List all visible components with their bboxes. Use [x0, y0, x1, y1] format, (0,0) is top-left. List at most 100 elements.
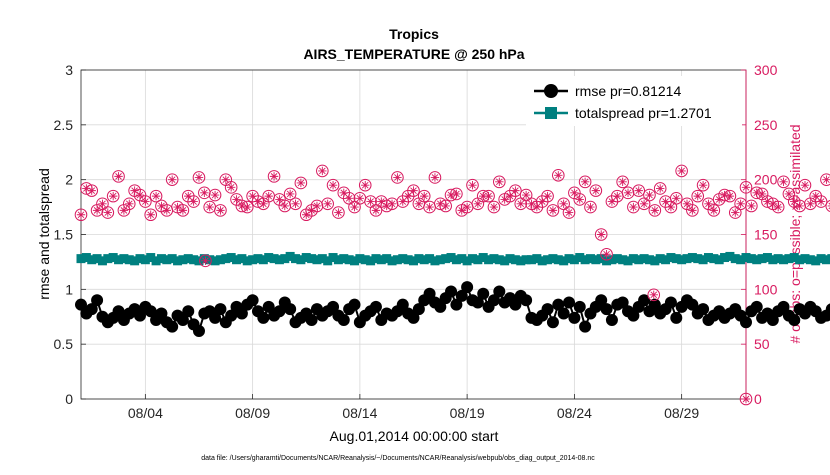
obs-count-point — [799, 179, 811, 191]
obs-count-point — [574, 194, 586, 206]
x-tick-label: 08/04 — [128, 405, 163, 421]
rmse-point — [751, 301, 763, 313]
obs-count-point — [123, 198, 135, 210]
obs-count-point — [386, 198, 398, 210]
x-tick-label: 08/24 — [557, 405, 592, 421]
obs-count-point — [778, 176, 790, 188]
rmse-point — [563, 296, 575, 308]
obs-count-point — [140, 196, 152, 208]
rmse-point — [461, 281, 473, 293]
obs-count-point — [413, 198, 425, 210]
obs-count-point — [805, 198, 817, 210]
obs-marker-on-rmse — [648, 289, 660, 301]
rmse-point — [542, 303, 554, 315]
obs-count-point — [295, 177, 307, 189]
obs-count-point — [166, 174, 178, 186]
y-right-tick-label: 300 — [754, 62, 778, 78]
legend-rmse-marker — [544, 84, 558, 98]
rmse-point — [193, 325, 205, 337]
rmse-point — [166, 321, 178, 333]
rmse-point — [601, 303, 613, 315]
obs-count-point — [601, 248, 613, 260]
obs-count-point — [649, 205, 661, 217]
obs-count-point — [746, 200, 758, 212]
obs-count-point — [97, 198, 109, 210]
obs-count-point — [365, 196, 377, 208]
obs-count-point — [392, 172, 404, 184]
obs-count-point — [193, 172, 205, 184]
obs-count-point — [75, 209, 87, 221]
x-axis-label: Aug.01,2014 00:00:00 start — [330, 428, 499, 444]
y-right-tick-label: 200 — [754, 172, 778, 188]
rmse-point — [493, 286, 505, 298]
obs-count-point — [102, 207, 114, 219]
rmse-point — [370, 301, 382, 313]
obs-count-point — [424, 201, 436, 213]
y-axis-left-label: rmse and totalspread — [36, 168, 52, 300]
obs-count-point — [794, 200, 806, 212]
obs-count-point — [644, 189, 656, 201]
rmse-point — [477, 288, 489, 300]
rmse-point — [568, 312, 580, 324]
obs-count-point — [617, 176, 629, 188]
obs-count-point — [188, 196, 200, 208]
obs-count-point — [327, 179, 339, 191]
legend-spread-marker — [545, 107, 557, 119]
obs-count-point — [113, 171, 125, 183]
obs-count-point — [654, 183, 666, 195]
obs-count-point — [772, 201, 784, 213]
obs-marker-on-spread — [200, 255, 212, 267]
obs-count-point — [359, 179, 371, 191]
obs-count-point — [461, 201, 473, 213]
obs-count-point — [467, 179, 479, 191]
obs-count-point — [692, 190, 704, 202]
obs-count-point — [451, 188, 463, 200]
y-left-tick-label: 2.5 — [54, 117, 74, 133]
obs-count-point — [708, 205, 720, 217]
obs-count-point — [418, 190, 430, 202]
obs-count-point — [220, 174, 232, 186]
obs-count-point — [488, 201, 500, 213]
legend-spread-label: totalspread pr=1.2701 — [575, 105, 712, 121]
obs-count-point — [333, 207, 345, 219]
rmse-point — [214, 303, 226, 315]
obs-count-point — [628, 201, 640, 213]
obs-count-point — [558, 198, 570, 210]
y-left-tick-label: 3 — [65, 62, 73, 78]
y-left-tick-label: 0.5 — [54, 336, 74, 352]
rmse-point — [579, 321, 591, 333]
obs-count-point — [729, 207, 741, 219]
rmse-point — [91, 294, 103, 306]
obs-count-point — [86, 185, 98, 197]
legend-rmse-label: rmse pr=0.81214 — [575, 83, 681, 99]
obs-count-point — [311, 200, 323, 212]
y-left-tick-label: 1.5 — [54, 227, 74, 243]
rmse-point — [788, 314, 800, 326]
obs-count-point — [322, 198, 334, 210]
obs-count-point — [354, 193, 366, 205]
obs-count-point — [611, 190, 623, 202]
obs-count-point — [595, 229, 607, 241]
x-tick-label: 08/29 — [664, 405, 699, 421]
obs-count-point — [510, 185, 522, 197]
obs-count-point — [563, 207, 575, 219]
obs-count-point — [676, 165, 688, 177]
rmse-point — [284, 303, 296, 315]
rmse-point — [547, 316, 559, 328]
y-right-tick-label: 250 — [754, 117, 778, 133]
obs-count-point — [279, 200, 291, 212]
obs-count-point — [370, 205, 382, 217]
chart-title-line1: Tropics — [389, 26, 439, 42]
obs-count-point — [290, 198, 302, 210]
obs-count-point — [440, 200, 452, 212]
obs-count-point — [199, 187, 211, 199]
rmse-point — [697, 303, 709, 315]
obs-count-point — [520, 189, 532, 201]
obs-count-point — [740, 182, 752, 194]
obs-count-point — [472, 198, 484, 210]
rmse-point — [606, 314, 618, 326]
y-right-tick-label: 50 — [754, 336, 770, 352]
obs-count-point — [665, 201, 677, 213]
obs-count-point — [687, 205, 699, 217]
